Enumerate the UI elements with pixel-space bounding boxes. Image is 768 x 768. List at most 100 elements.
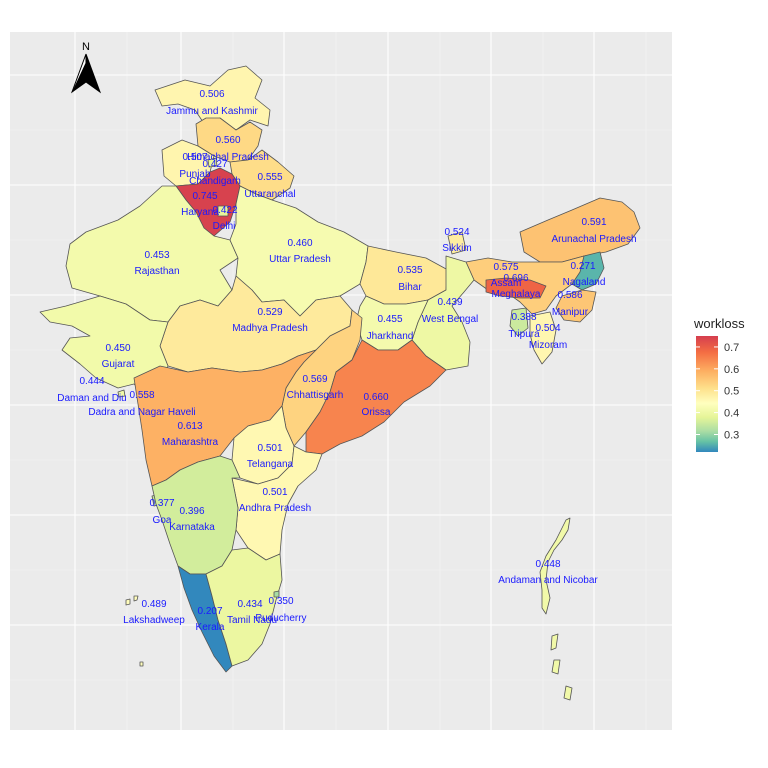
label-name: Karnataka	[169, 522, 215, 533]
state-puducherry	[273, 590, 280, 598]
legend-tick-label: 0.3	[724, 429, 739, 441]
label-name: Punjab	[179, 169, 211, 180]
label-name: Chhattisgarh	[287, 390, 344, 401]
label-value: 0.535	[397, 265, 422, 276]
state-labels: 0.506 Jammu and Kashmir 0.560 Himachal P…	[57, 89, 636, 633]
label-value: 0.696	[503, 273, 528, 284]
legend: workloss 0.7 0.6 0.5 0.4 0.3	[693, 316, 745, 452]
label-name: Telangana	[247, 459, 294, 470]
label-value: 0.453	[144, 250, 169, 261]
label-value: 0.591	[581, 217, 606, 228]
legend-tick-label: 0.4	[724, 408, 739, 420]
label-name: Jammu and Kashmir	[166, 106, 258, 117]
label-value: 0.489	[141, 599, 166, 610]
state-gujarat	[39, 295, 169, 397]
label-value: 0.207	[197, 606, 222, 617]
label-name: Goa	[153, 515, 172, 526]
state-chandigarh	[207, 157, 218, 168]
label-name: Meghalaya	[492, 289, 541, 300]
label-value: 0.448	[535, 559, 560, 570]
legend-tick-label: 0.7	[724, 342, 739, 354]
state-rajasthan	[65, 185, 239, 323]
label-value: 0.613	[177, 421, 202, 432]
label-name: Orissa	[362, 407, 391, 418]
label-value: 0.660	[363, 392, 388, 403]
label-name: Delhi	[213, 221, 236, 232]
label-name: Maharashtra	[162, 437, 219, 448]
label-name: Uttaranchal	[244, 189, 295, 200]
label-value: 0.271	[570, 261, 595, 272]
label-value: 0.569	[302, 374, 327, 385]
label-value: 0.422	[212, 205, 237, 216]
label-value: 0.350	[268, 596, 293, 607]
state-manipur	[555, 289, 597, 323]
label-value: 0.501	[262, 487, 287, 498]
state-polygons	[39, 65, 641, 701]
state-tripura	[509, 307, 529, 337]
legend-tick-label: 0.5	[724, 386, 739, 398]
state-andaman-and-nicobar	[539, 517, 573, 701]
label-name: Puducherry	[255, 613, 306, 624]
label-name: Himachal Pradesh	[187, 152, 269, 163]
label-value: 0.450	[105, 343, 130, 354]
label-name: Andaman and Nicobar	[498, 575, 598, 586]
state-mizoram	[529, 311, 557, 365]
label-name: Tamil Nadu	[227, 615, 277, 626]
label-name: Tripura	[508, 329, 540, 340]
label-value: 0.439	[437, 297, 462, 308]
label-value: 0.504	[535, 323, 560, 334]
state-orissa	[305, 339, 447, 455]
label-value: 0.529	[257, 307, 282, 318]
state-tamil-nadu	[205, 547, 283, 667]
label-name: Haryana	[181, 207, 219, 218]
label-name: Assam	[491, 278, 522, 289]
label-name: Bihar	[398, 282, 422, 293]
legend-ticks: 0.7 0.6 0.5 0.4 0.3	[696, 342, 739, 441]
legend-colorbar	[696, 336, 718, 452]
label-name: Madhya Pradesh	[232, 323, 308, 334]
label-value: 0.427	[202, 159, 227, 170]
label-name: Rajasthan	[134, 266, 179, 277]
label-value: 0.444	[79, 376, 104, 387]
state-daman-and-diu	[117, 389, 126, 398]
label-value: 0.396	[179, 506, 204, 517]
label-name: Andhra Pradesh	[239, 503, 311, 514]
label-name: West Bengal	[422, 314, 479, 325]
label-name: Sikkim	[442, 243, 471, 254]
label-name: Chandigarh	[189, 176, 241, 187]
legend-tick-label: 0.6	[724, 364, 739, 376]
north-arrow-icon: N	[70, 41, 102, 94]
label-value: 0.745	[192, 191, 217, 202]
label-name: Gujarat	[102, 359, 135, 370]
label-value: 0.388	[511, 312, 536, 323]
north-letter: N	[82, 41, 90, 53]
label-name: Lakshadweep	[123, 615, 185, 626]
legend-title: workloss	[693, 316, 745, 331]
label-name: Nagaland	[563, 277, 606, 288]
state-jammu-and-kashmir	[154, 65, 271, 131]
label-value: 0.507	[182, 152, 207, 163]
label-value: 0.586	[557, 290, 582, 301]
label-value: 0.434	[237, 599, 262, 610]
label-value: 0.455	[377, 314, 402, 325]
label-name: Arunachal Pradesh	[551, 234, 636, 245]
label-value: 0.555	[257, 172, 282, 183]
label-value: 0.501	[257, 443, 282, 454]
label-value: 0.560	[215, 135, 240, 146]
label-value: 0.377	[149, 498, 174, 509]
state-andhra-pradesh	[231, 445, 323, 561]
label-value: 0.558	[129, 390, 154, 401]
label-value: 0.524	[444, 227, 469, 238]
state-lakshadweep	[125, 595, 144, 667]
label-name: Manipur	[552, 307, 589, 318]
label-name: Daman and Diu	[57, 393, 126, 404]
label-value: 0.575	[493, 262, 518, 273]
label-name: Jharkhand	[367, 331, 414, 342]
state-delhi	[217, 205, 229, 217]
label-name: Mizoram	[529, 340, 567, 351]
label-name: Uttar Pradesh	[269, 254, 331, 265]
label-name: Dadra and Nagar Haveli	[88, 407, 195, 418]
state-nagaland	[571, 251, 605, 291]
label-name: Kerala	[196, 622, 225, 633]
